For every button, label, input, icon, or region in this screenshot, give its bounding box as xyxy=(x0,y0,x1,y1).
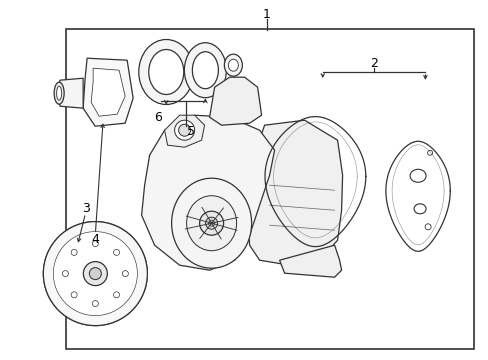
Ellipse shape xyxy=(301,153,323,171)
Circle shape xyxy=(43,222,147,325)
Ellipse shape xyxy=(139,40,193,104)
Polygon shape xyxy=(55,78,83,108)
Ellipse shape xyxy=(192,52,218,89)
Ellipse shape xyxy=(54,82,64,104)
Circle shape xyxy=(199,211,223,235)
Polygon shape xyxy=(209,77,261,125)
Text: 2: 2 xyxy=(369,57,377,69)
Circle shape xyxy=(92,240,98,247)
Text: 6: 6 xyxy=(154,111,162,123)
Ellipse shape xyxy=(409,169,425,182)
Circle shape xyxy=(83,262,107,285)
Circle shape xyxy=(208,220,214,226)
Ellipse shape xyxy=(228,59,238,71)
Ellipse shape xyxy=(148,50,183,95)
Polygon shape xyxy=(247,120,342,265)
Ellipse shape xyxy=(171,178,251,268)
Circle shape xyxy=(424,224,430,230)
Circle shape xyxy=(89,267,101,280)
Ellipse shape xyxy=(224,54,242,76)
Ellipse shape xyxy=(184,43,226,98)
Polygon shape xyxy=(91,68,125,116)
Ellipse shape xyxy=(57,86,61,100)
Ellipse shape xyxy=(186,196,236,251)
Text: 5: 5 xyxy=(186,125,194,138)
Circle shape xyxy=(71,249,77,255)
Ellipse shape xyxy=(310,189,328,203)
Circle shape xyxy=(92,301,98,307)
Text: 4: 4 xyxy=(91,233,99,246)
Bar xyxy=(66,29,473,349)
Text: 3: 3 xyxy=(81,202,89,215)
Polygon shape xyxy=(279,245,341,277)
Circle shape xyxy=(427,150,432,155)
Circle shape xyxy=(283,194,291,202)
Circle shape xyxy=(178,124,190,136)
Circle shape xyxy=(113,249,120,255)
Circle shape xyxy=(205,217,217,229)
Text: 1: 1 xyxy=(262,8,270,21)
Circle shape xyxy=(62,271,68,276)
Ellipse shape xyxy=(413,204,425,214)
Polygon shape xyxy=(164,115,204,147)
Circle shape xyxy=(113,292,120,298)
Circle shape xyxy=(306,131,313,138)
Circle shape xyxy=(122,271,128,276)
Circle shape xyxy=(53,231,137,316)
Polygon shape xyxy=(142,115,274,270)
Circle shape xyxy=(174,120,194,140)
Polygon shape xyxy=(83,58,133,126)
Circle shape xyxy=(71,292,77,298)
